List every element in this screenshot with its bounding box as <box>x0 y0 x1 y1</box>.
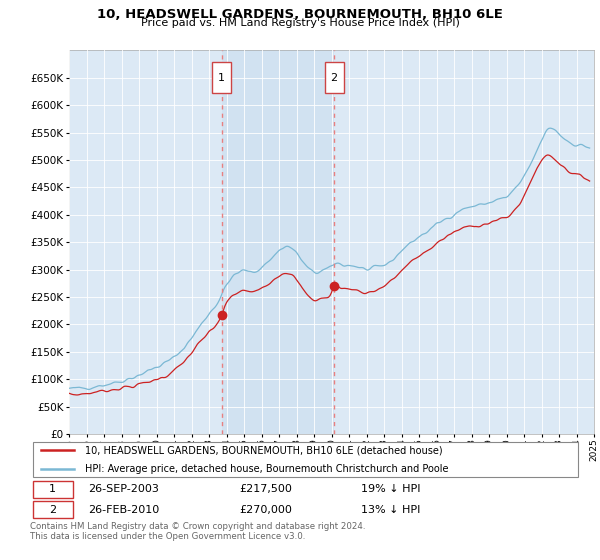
Bar <box>222 50 334 434</box>
Text: £217,500: £217,500 <box>240 484 293 494</box>
FancyBboxPatch shape <box>33 501 73 518</box>
Text: 19% ↓ HPI: 19% ↓ HPI <box>361 484 421 494</box>
Text: 2: 2 <box>49 505 56 515</box>
Bar <box>325 63 344 93</box>
Text: £270,000: £270,000 <box>240 505 293 515</box>
Bar <box>212 63 232 93</box>
Text: Price paid vs. HM Land Registry's House Price Index (HPI): Price paid vs. HM Land Registry's House … <box>140 18 460 29</box>
Text: HPI: Average price, detached house, Bournemouth Christchurch and Poole: HPI: Average price, detached house, Bour… <box>85 464 449 474</box>
Text: 1: 1 <box>49 484 56 494</box>
Text: 2: 2 <box>331 73 338 83</box>
Text: 10, HEADSWELL GARDENS, BOURNEMOUTH, BH10 6LE (detached house): 10, HEADSWELL GARDENS, BOURNEMOUTH, BH10… <box>85 445 443 455</box>
Text: 13% ↓ HPI: 13% ↓ HPI <box>361 505 421 515</box>
Text: 1: 1 <box>218 73 225 83</box>
FancyBboxPatch shape <box>33 442 578 477</box>
Text: Contains HM Land Registry data © Crown copyright and database right 2024.
This d: Contains HM Land Registry data © Crown c… <box>30 522 365 542</box>
Text: 26-SEP-2003: 26-SEP-2003 <box>88 484 159 494</box>
Text: 26-FEB-2010: 26-FEB-2010 <box>88 505 159 515</box>
FancyBboxPatch shape <box>33 481 73 498</box>
Text: 10, HEADSWELL GARDENS, BOURNEMOUTH, BH10 6LE: 10, HEADSWELL GARDENS, BOURNEMOUTH, BH10… <box>97 8 503 21</box>
